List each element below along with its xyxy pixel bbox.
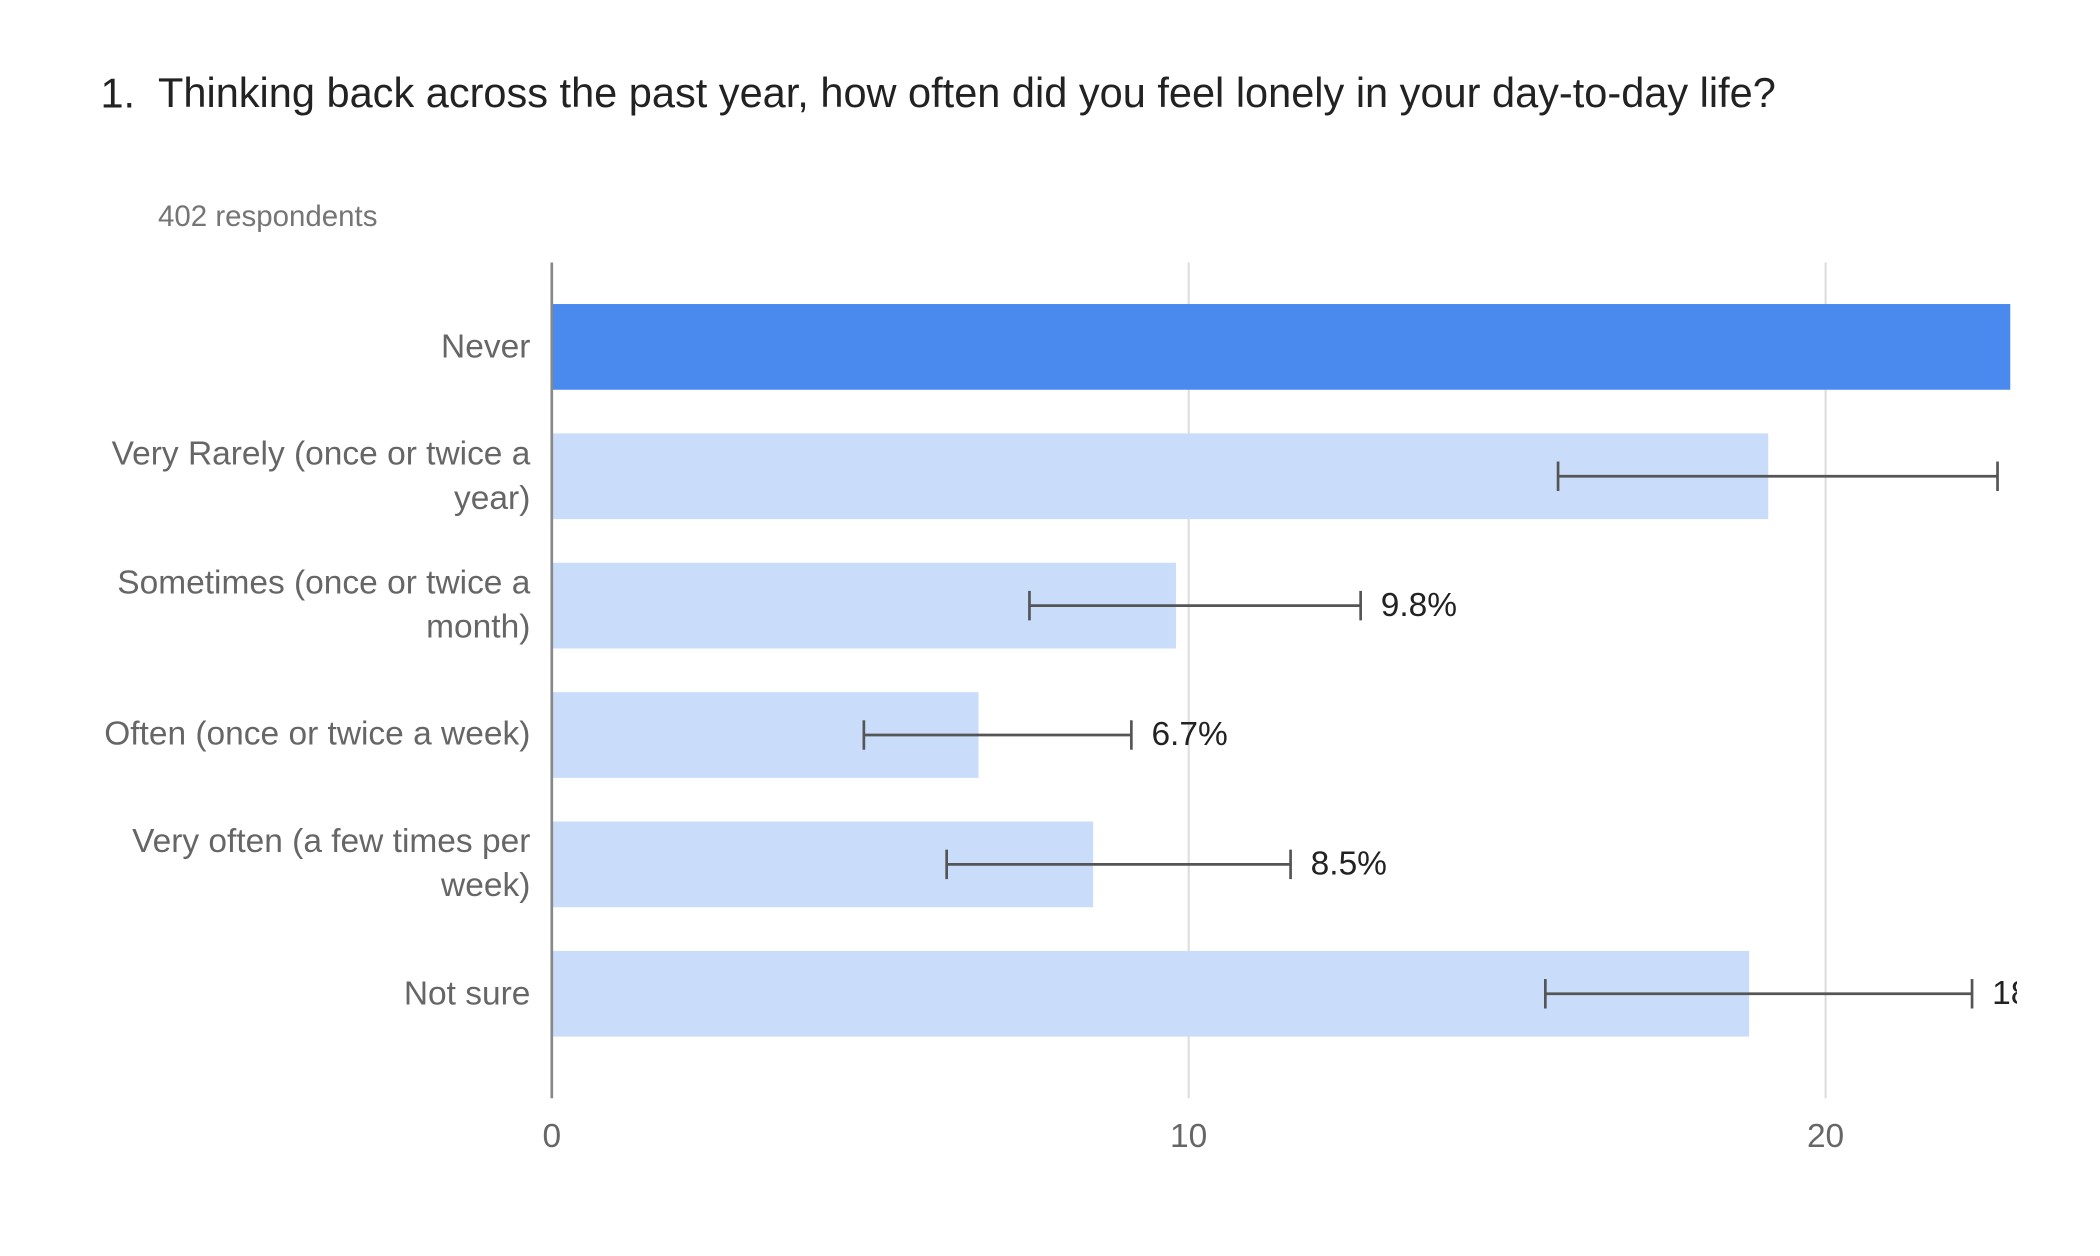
category-box: Never [441, 327, 531, 365]
y-tick-label: Never [441, 327, 531, 365]
category-box: Not sure [403, 974, 531, 1012]
bars [551, 304, 2011, 1037]
error-bar [1543, 979, 1974, 1009]
y-tick-label: Very Rarely (once or twice a year) [111, 434, 531, 517]
y-tick-label: Not sure [403, 974, 531, 1012]
category-box: Sometimes (once or twice a month) [117, 564, 531, 646]
value-label: 9.8% [1381, 587, 1457, 624]
question-number: 1. [100, 69, 135, 116]
error-bar [1028, 590, 1362, 621]
y-tick-label: Often (once or twice a week) [104, 715, 531, 754]
error-bar [1556, 461, 1999, 491]
category-box: Very Rarely (once or twice a year) [111, 434, 531, 517]
error-bar [945, 849, 1292, 880]
value-label: 8.5% [1311, 846, 1387, 883]
chart-subtitle: 402 respondents [158, 200, 377, 233]
y-tick-label: Very often (a few times per week) [132, 822, 531, 905]
category-box: Often (once or twice a week) [104, 715, 531, 754]
x-tick-label: 0 [542, 1118, 561, 1155]
y-tick-label: Sometimes (once or twice a month) [117, 564, 531, 646]
x-tick-label: 20 [1807, 1118, 1844, 1155]
value-labels: 9.8% 6.7% 8.5% 18.8% [1151, 587, 2087, 1012]
value-label: 18.8% [1992, 975, 2087, 1012]
category-box: Very often (a few times per week) [132, 822, 531, 905]
error-bar [862, 720, 1133, 750]
value-label: 6.7% [1151, 716, 1227, 753]
title-box: Thinking back across the past year, how … [158, 69, 1776, 117]
bar [551, 304, 2011, 390]
chart-title: Thinking back across the past year, how … [158, 69, 1776, 117]
x-tick-label: 10 [1170, 1118, 1207, 1155]
